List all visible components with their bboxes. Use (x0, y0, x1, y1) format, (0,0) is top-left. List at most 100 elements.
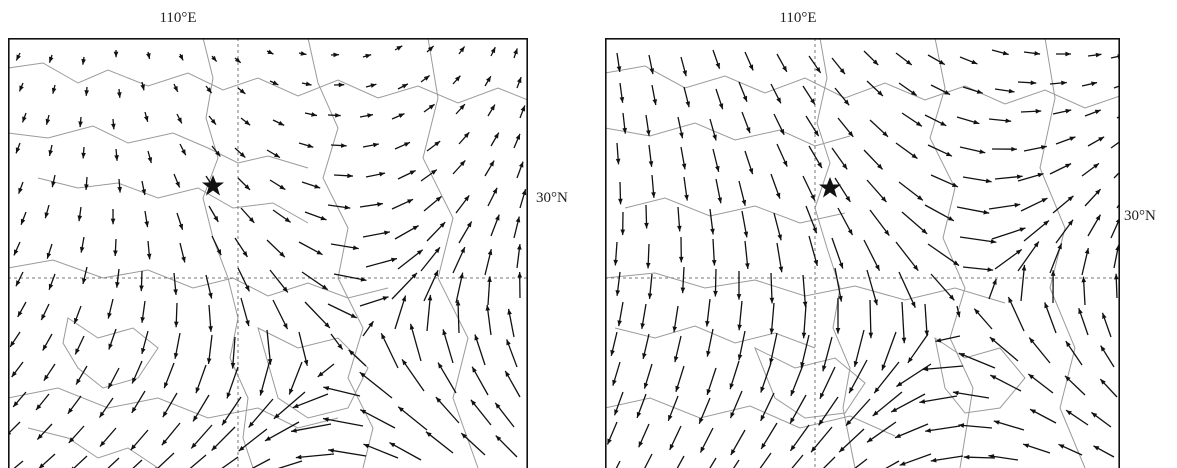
wind-vector-head (1028, 373, 1035, 380)
wind-vector-head (360, 276, 367, 282)
wind-vector (1110, 140, 1120, 149)
wind-vector-head (979, 149, 986, 154)
wind-vector-head (459, 272, 464, 279)
wind-vector-head (843, 99, 850, 106)
wind-vector-head (470, 399, 477, 406)
wind-vector-head (108, 382, 113, 389)
wind-vector-head (377, 202, 383, 207)
wind-vector (359, 371, 393, 399)
wind-vector-head (144, 221, 150, 228)
star-icon (202, 175, 224, 196)
wind-vector-head (181, 149, 186, 156)
wind-vector-head (1021, 264, 1027, 271)
wind-vector-head (41, 314, 46, 321)
wind-vector-head (396, 45, 403, 51)
wind-vector-head (769, 358, 774, 365)
wind-vector-head (618, 198, 623, 205)
wind-vector-head (398, 406, 404, 413)
wind-vector-head (267, 49, 274, 55)
wind-vector (363, 443, 399, 459)
wind-vector-head (648, 161, 654, 167)
wind-vector-head (741, 199, 747, 206)
wind-vector (901, 301, 905, 344)
wind-vector-head (1094, 109, 1101, 115)
wind-vector-head (425, 431, 432, 437)
wind-vector (264, 421, 300, 442)
wind-vector-head (924, 330, 930, 337)
wind-vector-head (940, 121, 947, 126)
wind-vector (990, 374, 1022, 392)
wind-vector-head (775, 192, 781, 199)
wind-vector (881, 331, 897, 371)
wind-vector-head (1005, 118, 1012, 124)
wind-vector-head (459, 104, 465, 110)
wind-vector-head (427, 294, 433, 301)
wind-vector-head (917, 195, 923, 201)
wind-vector-head (822, 365, 827, 372)
wind-vector (189, 454, 207, 468)
wind-vector-head (365, 53, 372, 59)
wind-vector-head (743, 231, 749, 238)
wind-vector-head (273, 152, 280, 158)
wind-vector-head (379, 171, 386, 177)
wind-vector-head (1084, 248, 1090, 254)
wind-vector-head (919, 399, 926, 404)
wind-vector-head (108, 343, 113, 350)
wind-vector (802, 304, 807, 339)
wind-vector-head (435, 397, 442, 403)
wind-vector-head (782, 160, 788, 167)
wind-vector-head (487, 276, 492, 283)
wind-vector (834, 267, 843, 302)
wind-vector-head (328, 448, 335, 454)
wind-vector-head (649, 68, 655, 75)
wind-vector-head (323, 386, 330, 391)
wind-vector-head (22, 116, 27, 123)
wind-vector-head (485, 304, 491, 311)
wind-vector-head (810, 194, 815, 201)
wind-vector-head (819, 392, 825, 399)
wind-vectors (606, 49, 1120, 468)
wind-vector-head (853, 360, 859, 367)
wind-vector (895, 241, 919, 272)
wind-vector-head (672, 326, 678, 333)
wind-vector (925, 425, 961, 432)
wind-vector-head (516, 77, 522, 84)
wind-vector-head (454, 75, 461, 82)
wind-vector-head (391, 257, 397, 263)
wind-vector-head (705, 320, 710, 327)
wind-vector-head (1095, 52, 1102, 58)
wind-vector (989, 336, 1019, 362)
wind-vector-head (384, 230, 390, 236)
wind-vector-head (45, 118, 51, 125)
wind-vector-head (248, 421, 255, 428)
wind-vector-head (466, 221, 472, 228)
wind-vector-head (1030, 80, 1037, 86)
wind-vector-head (305, 81, 312, 87)
wind-vector-head (173, 85, 178, 92)
wind-vector-head (769, 328, 775, 335)
wind-vector-head (640, 323, 646, 329)
wind-vector-head (813, 130, 819, 137)
wind-vector-head (338, 82, 345, 88)
wind-vector-head (736, 294, 742, 300)
wind-vector (1017, 241, 1040, 272)
wind-vector-head (78, 121, 83, 128)
wind-vector-head (790, 417, 795, 424)
wind-vector-head (868, 332, 874, 339)
wind-vector-head (915, 121, 922, 127)
wind-vector (863, 239, 881, 271)
wind-vector-head (1061, 80, 1067, 86)
wind-vector-head (279, 184, 286, 190)
longitude-label: 110°E (779, 10, 817, 26)
wind-vector-head (248, 217, 255, 223)
wind-vector-head (737, 354, 743, 361)
wind-vector-head (409, 170, 416, 175)
wind-vector-head (612, 379, 617, 386)
wind-vector-head (730, 449, 736, 456)
star-icon (819, 177, 841, 198)
wind-vector-head (292, 403, 299, 408)
wind-vector-head (607, 438, 612, 445)
wind-vector-head (401, 83, 408, 89)
wind-vector (838, 428, 865, 453)
wind-vector-head (489, 160, 495, 167)
